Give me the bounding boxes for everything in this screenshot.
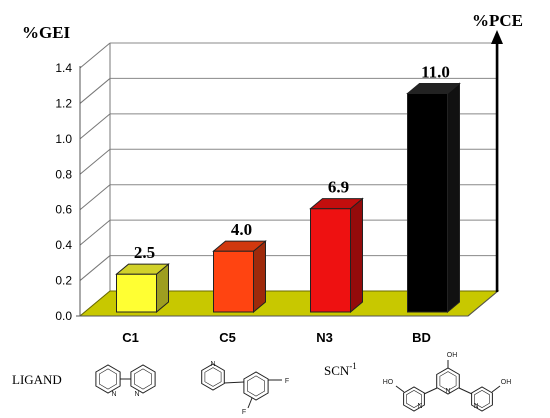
pyridine-ring	[436, 367, 460, 395]
gridline-diagonal	[79, 255, 111, 281]
data-label: 4.0	[231, 220, 252, 239]
ring-bond	[223, 381, 245, 384]
ligand-n3-label: SCN-1	[324, 361, 357, 378]
bar-top-n3	[309, 198, 364, 210]
ring-bond	[458, 387, 473, 395]
y2-axis-arrowhead	[491, 30, 503, 44]
x-tick-label: C1	[122, 330, 139, 345]
y2-axis-title: %PCE	[472, 11, 523, 30]
y-tick-label: 0.6	[55, 203, 72, 217]
pyridine-ring	[130, 364, 156, 394]
carboxyl-bond	[491, 385, 501, 393]
y-tick-label: 1.0	[55, 132, 72, 146]
y-tick-label: 0.0	[55, 309, 72, 323]
atom-label: N	[111, 391, 116, 398]
gridline-diagonal	[79, 219, 111, 246]
y-tick-label: 1.2	[55, 96, 72, 110]
pyridine-ring	[95, 364, 121, 394]
pyridine-ring-inner	[134, 368, 152, 390]
bar-side-bd	[447, 82, 460, 314]
x-axis-depth-line	[467, 290, 499, 317]
bar-top-c1	[115, 263, 170, 275]
gridline-diagonal	[79, 184, 111, 211]
bar-side-n3	[350, 197, 363, 314]
bar-c1	[116, 273, 157, 313]
bar-top-bd	[406, 82, 461, 94]
y-axis-title: %GEI	[22, 23, 71, 42]
atom-label: N	[210, 361, 215, 368]
data-label: 11.0	[421, 62, 450, 81]
c-f-bond	[247, 397, 253, 409]
pyridine-ring-inner	[439, 371, 457, 391]
atom-label: F	[242, 409, 246, 416]
bar-bd	[407, 92, 448, 313]
atom-label: N	[134, 391, 139, 398]
y-tick-label: 1.4	[55, 61, 72, 75]
atom-label: OH	[447, 352, 458, 359]
bar-n3	[310, 208, 351, 313]
x-tick-label: C5	[219, 330, 236, 345]
pyridine-ring-inner	[474, 390, 490, 408]
phenyl-ring	[243, 371, 269, 401]
pyridine-ring	[201, 363, 225, 391]
y-tick-label: 0.4	[55, 238, 72, 252]
gridline-diagonal	[79, 148, 111, 175]
atom-label: N	[445, 388, 450, 395]
atom-label: N	[417, 403, 422, 410]
bars-layer	[115, 82, 461, 314]
pyridine-ring-inner	[204, 367, 222, 387]
gridline-diagonal	[79, 113, 111, 140]
ligand-label: LIGAND	[12, 372, 62, 387]
atom-label: N	[473, 403, 478, 410]
difluorophenylpyridine-structure-icon: N F F	[201, 361, 289, 416]
bar-side-c5	[253, 240, 266, 314]
data-label: 6.9	[328, 178, 349, 197]
atom-label: HO	[383, 379, 394, 386]
gridline-diagonal	[79, 78, 111, 104]
y-tick-label: 0.8	[55, 167, 72, 181]
pyridine-ring-inner	[406, 390, 422, 408]
pyridine-ring	[403, 386, 425, 412]
axis-layer	[76, 30, 503, 317]
x-tick-label: BD	[412, 330, 431, 345]
pyridine-ring	[471, 386, 493, 412]
pyridine-ring-inner	[99, 368, 117, 390]
phenyl-ring-inner	[247, 375, 266, 397]
atom-label: OH	[501, 379, 512, 386]
atom-label: F	[285, 378, 289, 385]
data-label: 2.5	[134, 243, 155, 262]
ring-bond	[423, 387, 438, 395]
bar-top-c5	[212, 240, 267, 252]
tricarboxy-terpyridine-structure-icon: OH HO OH N N N	[383, 352, 512, 412]
carboxyl-bond	[395, 385, 405, 393]
x-tick-label: N3	[316, 330, 333, 345]
labels-layer: 0.0 0.2 0.4 0.6 0.8 1.0 1.2 1.4 2.5 C1 4.0 C5 6.9 N3 1…	[55, 61, 450, 345]
y-tick-label: 0.2	[55, 274, 72, 288]
gridline-diagonal	[79, 42, 111, 69]
bar-c5	[213, 250, 254, 313]
